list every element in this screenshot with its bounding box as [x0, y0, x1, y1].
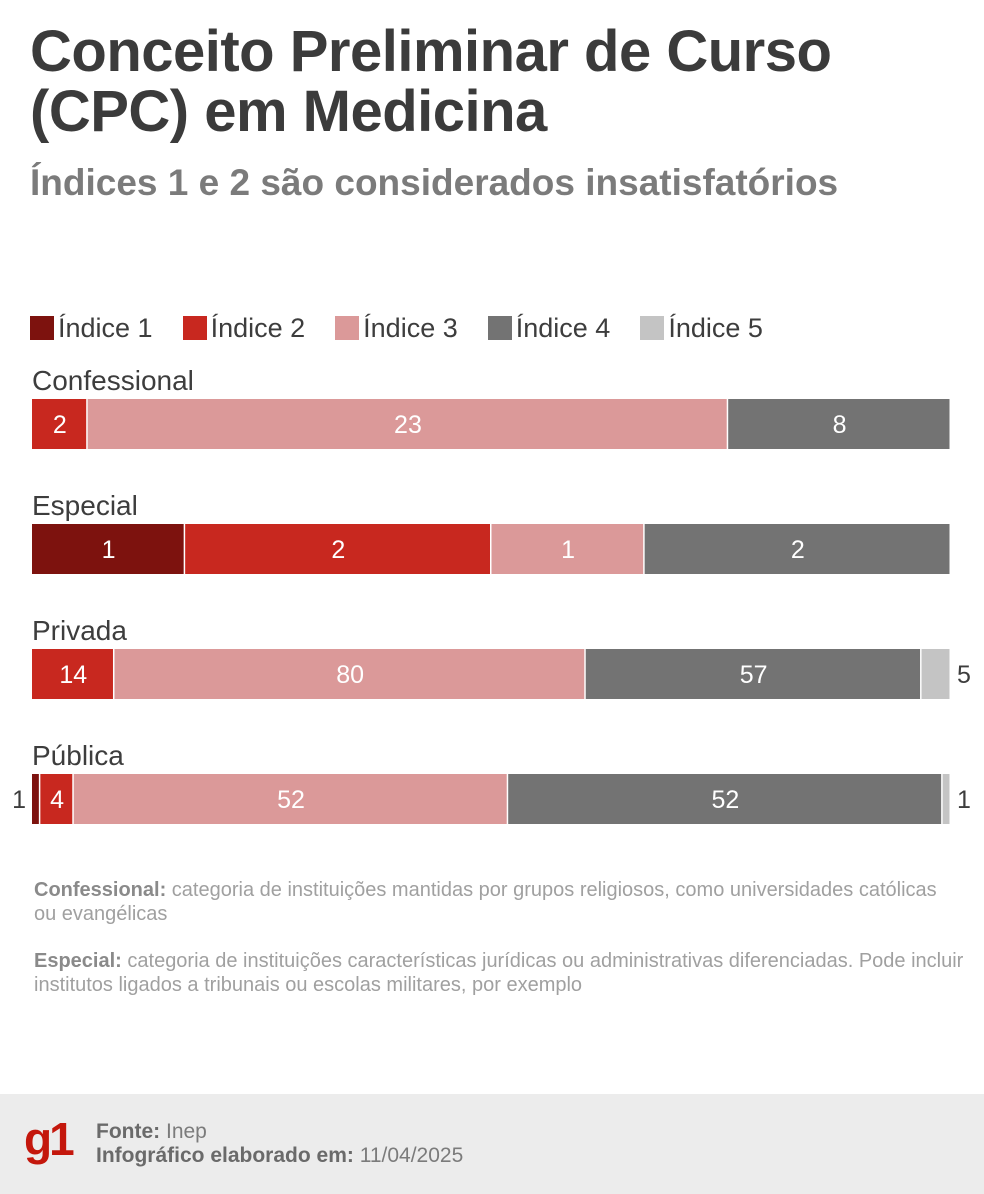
note-text: categoria de instituições mantidas por g… [34, 879, 937, 925]
data-label: 8 [833, 411, 847, 439]
bar-segment [87, 399, 727, 449]
note-term: Especial: [34, 950, 122, 972]
note-especial: Especial: categoria de instituições cara… [34, 949, 964, 997]
bar-segment [585, 649, 921, 699]
note-term: Confessional: [34, 879, 167, 901]
category-label: Especial [32, 490, 138, 521]
legend-item: Índice 4 [487, 312, 611, 344]
source-label: Fonte: [96, 1120, 161, 1143]
data-label: 80 [336, 661, 364, 689]
date-value: 11/04/2025 [353, 1144, 464, 1167]
legend-label: Índice 4 [515, 312, 611, 343]
bar-segment [728, 399, 950, 449]
date-line: Infográfico elaborado em: 11/04/2025 [96, 1144, 463, 1168]
legend-item: Índice 3 [335, 313, 458, 344]
bar-segment [491, 524, 644, 574]
data-label: 4 [50, 786, 64, 814]
legend-label: Índice 3 [363, 312, 458, 343]
bar-segment [921, 649, 950, 699]
legend-label: Índice 1 [58, 312, 153, 343]
category-label: Confessional [32, 365, 194, 396]
source-line: Fonte: Inep [96, 1120, 463, 1144]
chart-subtitle: Índices 1 e 2 são considerados insatisfa… [30, 162, 839, 203]
data-label: 57 [740, 661, 768, 689]
legend: Índice 1 Índice 2 Índice 3 Índice 4 Índi… [30, 308, 793, 348]
category-label: Pública [32, 740, 124, 771]
legend-label: Índice 2 [210, 312, 306, 343]
legend-swatch [487, 316, 512, 340]
legend-item: Índice 1 [30, 313, 153, 344]
data-label: 23 [394, 411, 422, 439]
bar-segment [942, 774, 950, 824]
data-label: 2 [331, 536, 345, 564]
data-label: 1 [957, 786, 971, 814]
bar-segment [73, 774, 507, 824]
data-label: 2 [791, 536, 805, 564]
legend-swatch [335, 316, 360, 340]
data-label: 2 [53, 411, 67, 439]
legend-swatch [30, 316, 54, 340]
data-label: 5 [957, 661, 971, 689]
g1-logo: g1 [24, 1113, 75, 1165]
legend-label: Índice 5 [668, 312, 763, 343]
data-label: 1 [561, 536, 575, 564]
note-confessional: Confessional: categoria de instituições … [34, 878, 964, 926]
bar-segment [508, 774, 942, 824]
bar-segment [114, 649, 585, 699]
bar-segment [32, 399, 87, 449]
category-label: Privada [32, 615, 127, 646]
bar-segment [32, 524, 184, 574]
date-label: Infográfico elaborado em: [96, 1144, 354, 1167]
data-label: 52 [277, 786, 305, 814]
bar-segment [40, 774, 73, 824]
bar-segment [185, 524, 490, 574]
data-label: 14 [59, 661, 87, 689]
legend-swatch [182, 316, 207, 340]
data-label: 52 [712, 786, 740, 814]
bar-segment [32, 649, 113, 699]
data-label: 1 [102, 536, 116, 564]
legend-item: Índice 5 [640, 313, 763, 344]
footnotes: Confessional: categoria de instituições … [34, 878, 964, 1020]
legend-item: Índice 2 [182, 312, 306, 344]
source-value: Inep [160, 1120, 207, 1143]
chart-title: Conceito Preliminar de Curso (CPC) em Me… [30, 19, 832, 144]
legend-swatch [640, 316, 665, 340]
data-label: 1 [12, 786, 26, 814]
note-text: categoria de instituições característica… [34, 950, 964, 996]
bar-segment [644, 524, 950, 574]
footer: g1 Fonte: Inep Infográfico elaborado em:… [0, 1094, 984, 1194]
bar-segment [32, 774, 39, 824]
source-block: Fonte: Inep Infográfico elaborado em: 11… [96, 1120, 463, 1168]
